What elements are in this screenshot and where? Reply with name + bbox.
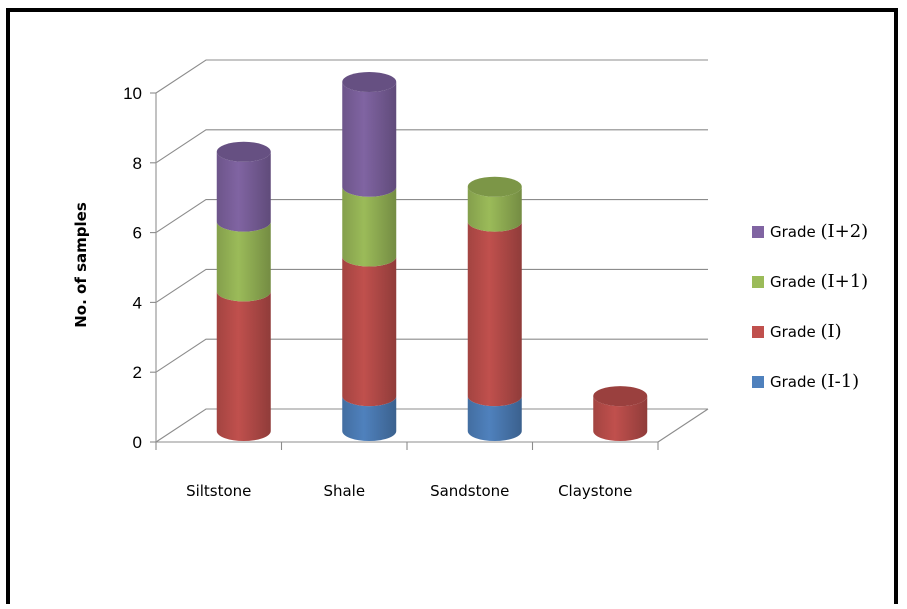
bar-top-cap [593, 386, 648, 407]
bar-sandstone-grade-i-1- [467, 396, 522, 442]
y-tick-label: 2 [133, 363, 142, 382]
bar-sandstone-grade-i+1- [467, 186, 522, 232]
bar-shale-grade-i+1- [342, 186, 397, 267]
chart-frame [6, 8, 898, 604]
gridline [155, 408, 708, 443]
legend-entry: Grade (I-1) [770, 371, 859, 392]
bar-shale-grade-i-1- [342, 396, 397, 442]
legend: Grade (I+2) Grade (I+1) Grade (I) Grade (I-… [752, 221, 868, 392]
bars [216, 72, 648, 442]
gridline [155, 268, 708, 303]
bar-siltstone-grade-i+1- [216, 221, 271, 302]
x-tick-label: Shale [323, 482, 365, 500]
y-axis-label: No. of samples [72, 202, 90, 328]
x-tick-label: Sandstone [430, 482, 509, 500]
legend-entry: Grade (I+1) [770, 271, 868, 292]
gridline [155, 59, 708, 94]
y-tick-labels: 0 2 4 6 8 10 [123, 84, 142, 452]
y-tick-label: 4 [133, 293, 142, 312]
gridline [155, 199, 708, 234]
bar-shale-grade-i- [342, 256, 397, 407]
legend-swatch [752, 226, 764, 238]
bar-top-cap [342, 72, 397, 92]
y-tick-label: 8 [133, 154, 142, 173]
bar-shale-grade-i+2- [342, 82, 397, 197]
gridline [155, 129, 708, 164]
y-tick-label: 6 [133, 224, 142, 243]
y-tick-label: 10 [123, 84, 142, 103]
bar-siltstone-grade-i+2- [216, 151, 271, 232]
gridline [155, 338, 708, 373]
bar-top-cap [467, 176, 522, 197]
y-tick-label: 0 [133, 433, 142, 452]
legend-swatch [752, 326, 764, 338]
x-tick-labels: Siltstone Shale Sandstone Claystone [186, 482, 632, 500]
legend-swatch [752, 376, 764, 388]
x-tick-label: Claystone [558, 482, 632, 500]
bar-sandstone-grade-i- [467, 221, 522, 407]
legend-entry: Grade (I+2) [770, 221, 868, 242]
legend-swatch [752, 276, 764, 288]
bar-claystone-grade-i- [593, 396, 648, 442]
bar-top-cap [216, 141, 271, 162]
gridlines [155, 59, 708, 443]
axes [150, 92, 709, 450]
legend-entry: Grade (I) [770, 321, 842, 342]
bar-siltstone-grade-i- [216, 291, 271, 442]
x-tick-label: Siltstone [186, 482, 251, 500]
floor-edge [657, 408, 709, 443]
